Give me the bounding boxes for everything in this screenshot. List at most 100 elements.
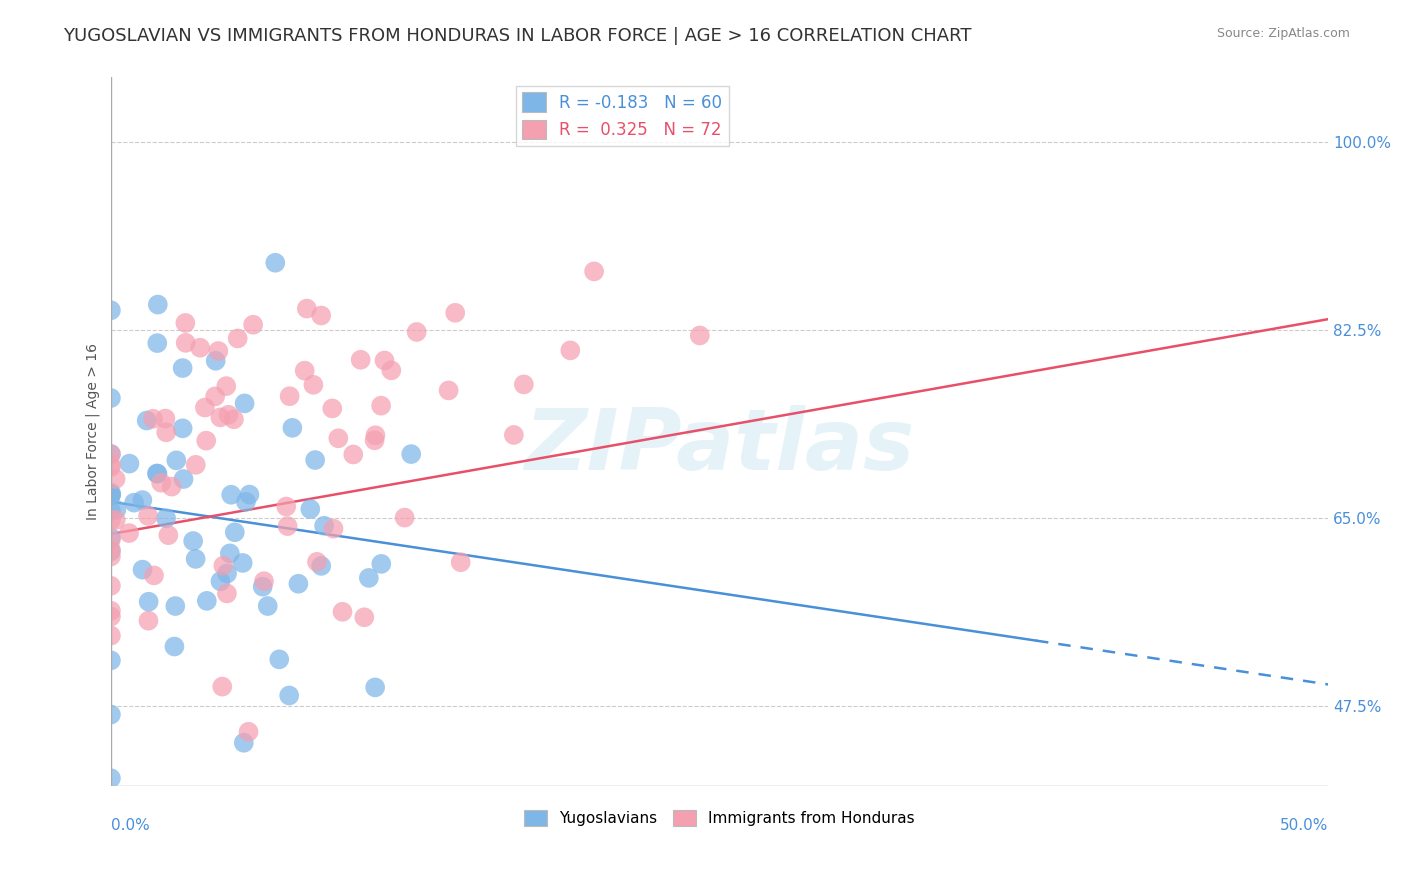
Point bbox=[328, 431, 350, 445]
Point bbox=[100, 771, 122, 785]
Point bbox=[155, 411, 177, 425]
Point bbox=[195, 594, 218, 608]
Point bbox=[252, 580, 274, 594]
Point bbox=[100, 460, 122, 475]
Point bbox=[142, 411, 165, 425]
Point bbox=[181, 534, 204, 549]
Point bbox=[100, 653, 122, 667]
Text: ZIPatlas: ZIPatlas bbox=[524, 405, 915, 488]
Point bbox=[100, 707, 122, 722]
Point bbox=[104, 513, 127, 527]
Point bbox=[100, 604, 122, 618]
Point bbox=[450, 555, 472, 569]
Point bbox=[173, 472, 195, 486]
Point bbox=[174, 316, 197, 330]
Point bbox=[226, 331, 249, 345]
Point bbox=[287, 576, 309, 591]
Point bbox=[370, 399, 392, 413]
Point bbox=[363, 434, 385, 448]
Point bbox=[146, 467, 169, 481]
Point bbox=[165, 599, 187, 613]
Legend: R = -0.183   N = 60, R =  0.325   N = 72: R = -0.183 N = 60, R = 0.325 N = 72 bbox=[516, 86, 728, 146]
Point bbox=[184, 552, 207, 566]
Point bbox=[172, 421, 194, 435]
Point bbox=[353, 610, 375, 624]
Point bbox=[100, 447, 122, 461]
Point bbox=[174, 335, 197, 350]
Point bbox=[194, 401, 217, 415]
Point bbox=[364, 428, 387, 442]
Point bbox=[364, 681, 387, 695]
Point bbox=[322, 522, 344, 536]
Point bbox=[224, 525, 246, 540]
Point bbox=[276, 500, 298, 514]
Point bbox=[232, 556, 254, 570]
Point bbox=[502, 428, 524, 442]
Point bbox=[215, 566, 238, 581]
Point bbox=[100, 579, 122, 593]
Point bbox=[399, 447, 422, 461]
Point bbox=[560, 343, 582, 358]
Point bbox=[105, 503, 128, 517]
Point bbox=[100, 485, 122, 500]
Point bbox=[160, 480, 183, 494]
Point bbox=[380, 363, 402, 377]
Point bbox=[264, 256, 287, 270]
Point bbox=[207, 344, 229, 359]
Point bbox=[357, 571, 380, 585]
Point bbox=[238, 487, 260, 501]
Point bbox=[100, 533, 122, 547]
Point bbox=[138, 614, 160, 628]
Point bbox=[212, 558, 235, 573]
Point bbox=[437, 384, 460, 398]
Point bbox=[100, 609, 122, 624]
Point bbox=[146, 467, 169, 481]
Point bbox=[135, 413, 157, 427]
Point bbox=[100, 487, 122, 501]
Point bbox=[218, 546, 240, 560]
Point bbox=[278, 689, 301, 703]
Point bbox=[209, 574, 232, 589]
Point bbox=[342, 447, 364, 461]
Point bbox=[100, 531, 122, 545]
Point bbox=[321, 401, 343, 416]
Point bbox=[136, 508, 159, 523]
Point bbox=[118, 526, 141, 541]
Point bbox=[405, 325, 427, 339]
Point bbox=[302, 377, 325, 392]
Point bbox=[444, 306, 467, 320]
Point bbox=[131, 493, 153, 508]
Point bbox=[309, 558, 332, 573]
Point bbox=[100, 488, 122, 502]
Point bbox=[215, 379, 238, 393]
Point bbox=[138, 595, 160, 609]
Point bbox=[232, 736, 254, 750]
Point bbox=[155, 511, 177, 525]
Text: 0.0%: 0.0% bbox=[111, 818, 149, 833]
Point bbox=[204, 389, 226, 403]
Point bbox=[309, 309, 332, 323]
Point bbox=[217, 408, 239, 422]
Point bbox=[100, 544, 122, 558]
Point bbox=[163, 640, 186, 654]
Point bbox=[100, 391, 122, 405]
Point bbox=[100, 447, 122, 461]
Point bbox=[122, 495, 145, 509]
Point bbox=[150, 475, 173, 490]
Point bbox=[204, 353, 226, 368]
Point bbox=[222, 412, 245, 426]
Point bbox=[100, 503, 122, 517]
Text: Source: ZipAtlas.com: Source: ZipAtlas.com bbox=[1216, 27, 1350, 40]
Point bbox=[131, 563, 153, 577]
Point bbox=[370, 557, 392, 571]
Point bbox=[278, 389, 301, 403]
Point bbox=[295, 301, 318, 316]
Point bbox=[100, 488, 122, 502]
Point bbox=[350, 352, 373, 367]
Point bbox=[146, 297, 169, 311]
Point bbox=[188, 341, 211, 355]
Point bbox=[118, 457, 141, 471]
Point bbox=[332, 605, 354, 619]
Point bbox=[157, 528, 180, 542]
Point bbox=[146, 336, 169, 351]
